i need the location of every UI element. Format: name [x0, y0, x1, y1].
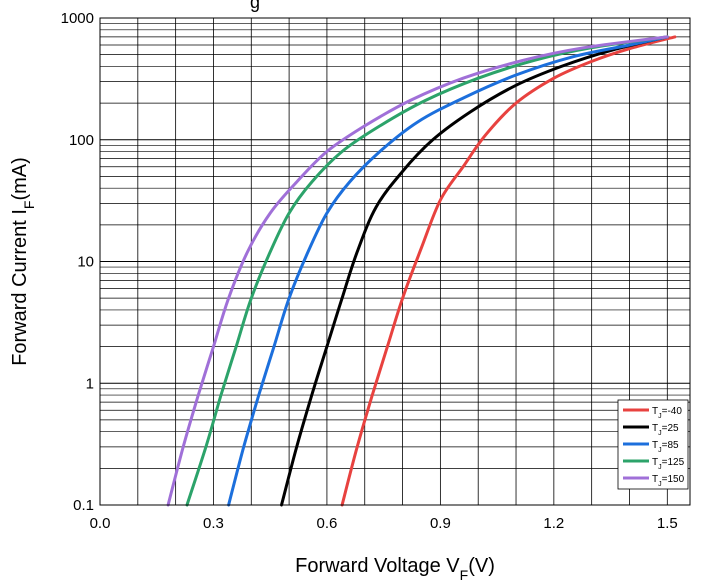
series-line-4: [166, 35, 669, 507]
x-tick-label: 1.2: [543, 515, 564, 532]
legend-entry: TJ=85: [652, 440, 679, 454]
legend-entry: TJ=125: [652, 457, 685, 471]
series-line-1: [280, 35, 669, 507]
y-tick-label: 0.1: [73, 497, 94, 514]
y-tick-label: 100: [69, 132, 94, 149]
x-tick-label: 0.3: [203, 515, 224, 532]
x-tick-label: 0.6: [316, 515, 337, 532]
x-axis-title: Forward Voltage VF(V): [295, 555, 495, 583]
plot-frame: [99, 17, 691, 506]
x-tick-label: 1.5: [657, 515, 678, 532]
series-line-2: [227, 35, 669, 507]
legend-entry: TJ=150: [652, 474, 685, 488]
y-tick-labels: 0.1 1 10 100 1000: [61, 10, 94, 514]
x-tick-label: 0.9: [430, 515, 451, 532]
top-caption-fragment: g: [250, 0, 260, 12]
series-line-0: [340, 35, 677, 507]
series-line-3: [185, 35, 669, 507]
y-tick-label: 10: [77, 254, 94, 271]
series-layer: [166, 35, 677, 507]
legend-entry: TJ=-40: [652, 406, 682, 420]
x-tick-label: 0.0: [90, 515, 111, 532]
y-tick-label: 1000: [61, 10, 94, 27]
legend: TJ=-40 TJ=25 TJ=85 TJ=125 TJ=150: [617, 399, 689, 490]
x-tick-labels: 0.0 0.3 0.6 0.9 1.2 1.5: [90, 515, 678, 532]
y-tick-label: 1: [86, 375, 94, 392]
legend-entry: TJ=25: [652, 423, 679, 437]
y-axis-title: Forward Current IF(mA): [9, 157, 37, 366]
